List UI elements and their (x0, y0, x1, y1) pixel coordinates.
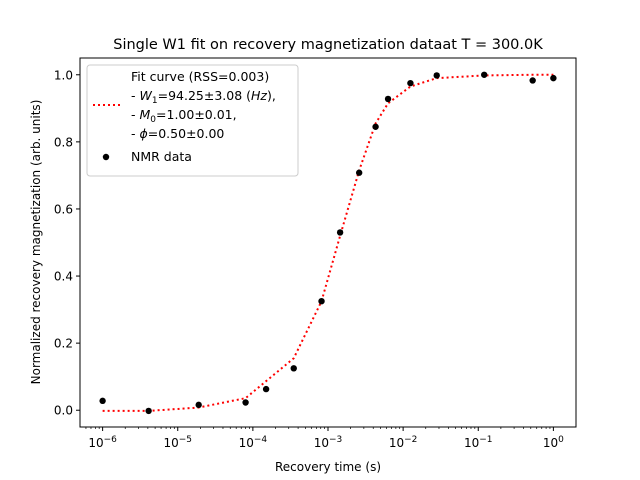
y-tick-label: 0.6 (54, 202, 73, 216)
x-tick-label: 10−6 (88, 435, 117, 450)
y-tick-label: 1.0 (54, 68, 73, 82)
y-axis-label: Normalized recovery magnetization (arb. … (29, 100, 43, 385)
y-axis: 0.0 0.2 0.4 0.6 0.8 1.0 (54, 68, 80, 418)
legend-frame (86, 64, 299, 177)
x-axis: 10−6 10−5 10−4 10−3 10−2 10−1 100 (85, 427, 564, 450)
data-point (195, 401, 202, 409)
legend-data-marker (102, 153, 110, 161)
data-point (433, 72, 440, 79)
data-point (99, 397, 106, 405)
data-point (372, 123, 379, 130)
data-point (262, 385, 270, 393)
x-tick-label: 10−3 (314, 435, 343, 450)
x-tick-label: 10−2 (389, 435, 418, 450)
data-point (529, 77, 536, 84)
y-tick-label: 0.2 (54, 337, 73, 351)
chart-title: Single W1 fit on recovery magnetization … (113, 37, 543, 53)
data-point (355, 169, 363, 176)
x-tick-label: 10−5 (163, 435, 192, 450)
data-point (550, 74, 557, 82)
y-tick-label: 0.8 (54, 135, 73, 149)
data-point (242, 399, 249, 406)
x-axis-label: Recovery time (s) (275, 460, 381, 474)
data-point (384, 95, 392, 103)
data-point (481, 71, 488, 78)
x-tick-label: 100 (543, 435, 564, 450)
legend-data-label: NMR data (131, 149, 192, 164)
data-point (318, 298, 325, 305)
y-tick-label: 0.0 (54, 404, 73, 418)
x-tick-label: 10−1 (464, 435, 493, 450)
data-points-layer (99, 71, 557, 415)
legend: Fit curve (RSS=0.003) - W1=94.25±3.08 (Hz… (86, 64, 299, 177)
y-tick-label: 0.4 (54, 270, 73, 284)
data-point (145, 407, 152, 415)
legend-fit-label: Fit curve (RSS=0.003) - W1=94.25±3.08 (Hz… (131, 69, 276, 141)
data-point (336, 229, 344, 236)
data-point (407, 79, 414, 87)
data-point (290, 365, 297, 372)
x-tick-label: 10−4 (239, 435, 268, 450)
